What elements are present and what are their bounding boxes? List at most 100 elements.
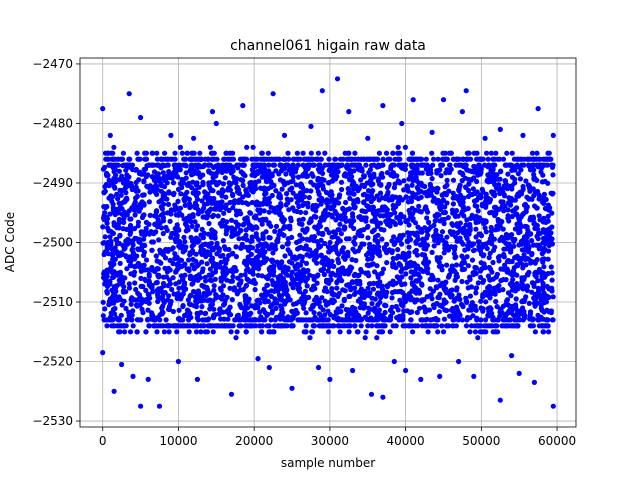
data-point <box>102 306 108 312</box>
data-point <box>432 237 438 243</box>
data-point <box>478 305 484 311</box>
data-point <box>210 171 217 177</box>
data-point <box>465 150 472 156</box>
data-point <box>306 317 312 323</box>
data-point <box>257 207 263 213</box>
data-point <box>511 312 517 318</box>
data-point <box>435 237 441 243</box>
data-point <box>331 197 337 203</box>
data-point <box>257 241 264 247</box>
data-point <box>245 201 251 207</box>
data-point <box>321 288 327 294</box>
data-point <box>469 257 476 263</box>
data-point <box>495 317 501 323</box>
data-point <box>459 267 465 273</box>
data-point <box>120 150 126 156</box>
data-point <box>510 276 516 283</box>
data-point <box>434 317 440 323</box>
data-point <box>415 236 421 242</box>
data-point <box>521 162 527 168</box>
data-point <box>370 261 376 267</box>
data-point <box>214 240 220 246</box>
data-point <box>107 278 113 284</box>
data-point <box>429 249 435 255</box>
data-point <box>102 184 108 190</box>
data-point <box>274 238 280 244</box>
data-point <box>522 256 529 262</box>
data-point <box>155 162 161 168</box>
data-point <box>298 181 304 187</box>
data-point <box>326 263 332 270</box>
data-point <box>413 240 419 246</box>
data-point <box>221 274 227 280</box>
data-point <box>392 156 398 162</box>
data-point <box>196 162 202 168</box>
data-point <box>206 220 212 227</box>
data-point <box>170 308 176 315</box>
data-point <box>486 239 493 245</box>
data-point <box>429 296 435 302</box>
data-point <box>340 206 346 212</box>
data-point <box>531 281 537 287</box>
data-point <box>102 234 108 240</box>
data-point <box>146 278 152 284</box>
data-point <box>157 312 163 318</box>
data-point <box>149 247 155 253</box>
data-point <box>318 237 324 243</box>
data-point <box>168 171 174 177</box>
data-point <box>376 329 382 335</box>
data-point <box>526 300 532 306</box>
data-point <box>123 183 129 190</box>
data-point <box>474 178 480 185</box>
data-point <box>362 314 368 320</box>
data-point <box>358 156 364 162</box>
data-point <box>101 164 108 171</box>
data-point <box>474 203 480 209</box>
data-point <box>395 178 401 184</box>
data-point <box>437 167 443 173</box>
data-point <box>213 292 219 298</box>
data-point <box>408 297 414 303</box>
data-point <box>371 162 377 168</box>
data-point <box>449 263 455 269</box>
data-point <box>281 132 288 138</box>
data-point <box>414 156 420 162</box>
data-point <box>349 265 355 271</box>
data-point <box>473 290 479 296</box>
data-point <box>413 174 419 180</box>
data-point <box>262 290 269 296</box>
data-point <box>393 194 399 200</box>
data-point <box>293 182 299 188</box>
data-point <box>200 182 206 188</box>
data-point <box>397 156 403 162</box>
data-point <box>192 204 198 211</box>
data-point <box>371 196 377 202</box>
data-point <box>134 150 140 156</box>
data-point <box>126 208 132 214</box>
data-point <box>447 288 454 294</box>
data-point <box>182 156 189 162</box>
data-point <box>316 230 322 236</box>
data-point <box>459 210 465 216</box>
data-point <box>435 156 441 162</box>
data-point <box>470 186 476 192</box>
data-point <box>356 313 362 319</box>
data-point <box>304 283 310 289</box>
y-tick-label: −2490 <box>32 176 73 190</box>
data-point <box>385 214 391 220</box>
data-point <box>268 293 274 299</box>
data-point <box>418 180 424 186</box>
data-point <box>460 303 466 310</box>
data-point <box>395 144 401 150</box>
data-point <box>282 279 288 285</box>
data-point <box>440 97 447 103</box>
data-point <box>105 150 111 156</box>
data-point <box>504 150 510 156</box>
data-point <box>231 174 237 180</box>
data-point <box>285 247 291 253</box>
data-point <box>547 205 553 211</box>
data-point <box>315 364 322 371</box>
data-point <box>186 301 193 307</box>
data-point <box>468 177 474 183</box>
y-tick-label: −2530 <box>32 414 73 428</box>
